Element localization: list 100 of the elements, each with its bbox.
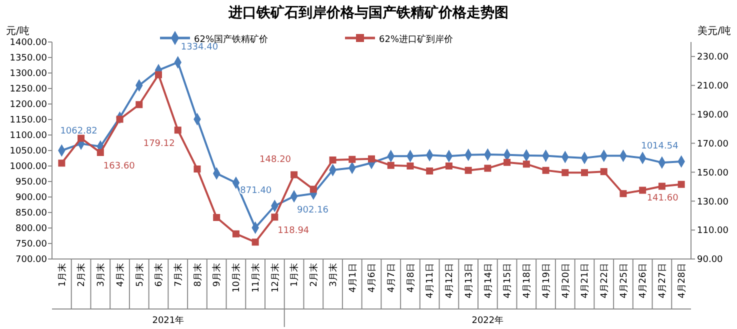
y2-tick-label: 130.00 [697,197,729,208]
data-label: 871.40 [240,186,272,196]
x-tick-label: 4月21日 [580,263,591,298]
y-tick-label: 900.00 [16,193,48,204]
x-tick-label: 4月8日 [406,263,416,292]
x-tick-label: 10月末 [231,263,242,292]
y2-tick-label: 150.00 [697,168,729,178]
x-tick-label: 4月25日 [619,263,630,298]
point [96,149,104,156]
point [387,162,394,169]
point [271,214,278,221]
y2-axis-title: 美元/吨 [698,25,731,37]
data-label: 163.60 [103,162,136,172]
x-tick-label: 7月末 [173,263,184,287]
x-tick-label: 1月末 [56,263,68,287]
point [600,168,608,176]
point [310,186,317,193]
point [116,116,124,123]
point [639,186,646,194]
data-label: 902.16 [297,205,329,216]
x-tick-label: 4月19日 [542,263,552,298]
data-label: 1062.82 [60,126,98,137]
x-tick-label: 3月末 [328,263,339,287]
y2-tick-label: 190.00 [697,110,729,120]
y-tick-label: 1250.00 [10,84,48,95]
y-tick-label: 1200.00 [10,100,48,110]
y2-tick-label: 170.00 [697,139,729,150]
point [581,169,588,176]
y-tick-label: 1300.00 [10,69,48,80]
point [194,166,201,173]
y-tick-label: 1000.00 [10,162,48,172]
y-tick-label: 1100.00 [10,131,48,142]
x-tick-label: 4月18日 [522,263,533,298]
data-label: 118.94 [278,226,310,236]
x-tick-label: 4月27日 [658,263,668,298]
point [542,166,550,174]
data-label: 179.12 [143,139,175,150]
y-tick-label: 1400.00 [10,38,48,48]
y-tick-label: 750.00 [16,240,48,250]
x-tick-label: 11月末 [250,263,262,292]
data-label: 1014.54 [641,141,679,152]
point [58,160,66,167]
y2-tick-label: 210.00 [697,82,729,92]
text: 2021年 [152,315,184,326]
y2-tick-label: 110.00 [697,226,729,236]
point [484,164,492,172]
x-tick-label: 4月22日 [600,263,610,298]
x-tick-label: 4月6日 [368,263,378,292]
point [329,156,336,164]
point [213,214,220,221]
x-tick-label: 4月28日 [677,263,688,298]
data-label: 141.60 [646,193,679,204]
point [290,171,298,178]
y-tick-label: 950.00 [16,178,48,188]
point [562,169,569,176]
point [445,162,452,170]
x-tick-label: 4月7日 [387,263,398,292]
x-tick-label: 1月末 [289,263,300,287]
x-tick-label: 4月13日 [464,263,474,298]
point [658,182,666,190]
point [426,168,434,175]
y-tick-label: 1050.00 [10,146,48,157]
point [348,156,356,163]
y-tick-label: 1150.00 [10,116,48,126]
point [464,166,472,174]
y2-tick-label: 90.00 [697,255,724,266]
data-label: 148.20 [260,154,292,165]
x-tick-label: 9月末 [212,263,223,287]
point [504,158,511,166]
point [136,101,143,108]
y-tick-label: 800.00 [16,224,48,234]
point [368,155,375,162]
x-tick-label: 2月末 [76,263,88,287]
point [252,238,259,246]
point [406,162,414,170]
x-tick-label: 4月1日 [348,263,358,292]
x-tick-label: 3月末 [96,263,107,287]
point [522,160,530,168]
y2-tick-label: 230.00 [697,52,729,63]
x-tick-label: 4月12日 [445,263,456,298]
x-tick-label: 4月20日 [561,263,572,298]
chart-title: 进口铁矿石到岸价格与国产铁精矿价格走势图 [228,4,508,21]
x-tick-label: 4月末 [114,263,126,287]
point [232,230,240,238]
y-tick-label: 700.00 [16,255,48,266]
data-label: 1334.40 [180,42,218,52]
point [174,126,182,134]
y-axis-title: 元/吨 [6,25,30,37]
x-tick-label: 2月末 [308,263,320,287]
y-tick-label: 850.00 [16,208,48,219]
x-tick-label: 4月26日 [638,263,649,298]
y-tick-label: 1350.00 [10,54,48,64]
point [678,180,685,188]
legend-label: 62%进口矿到岸价 [379,34,454,45]
x-tick-label: 8月末 [192,263,204,287]
point [620,190,627,198]
point [78,134,85,142]
point [155,71,162,78]
x-tick-label: 4月14日 [484,263,494,298]
x-tick-label: 5月末 [134,263,146,287]
